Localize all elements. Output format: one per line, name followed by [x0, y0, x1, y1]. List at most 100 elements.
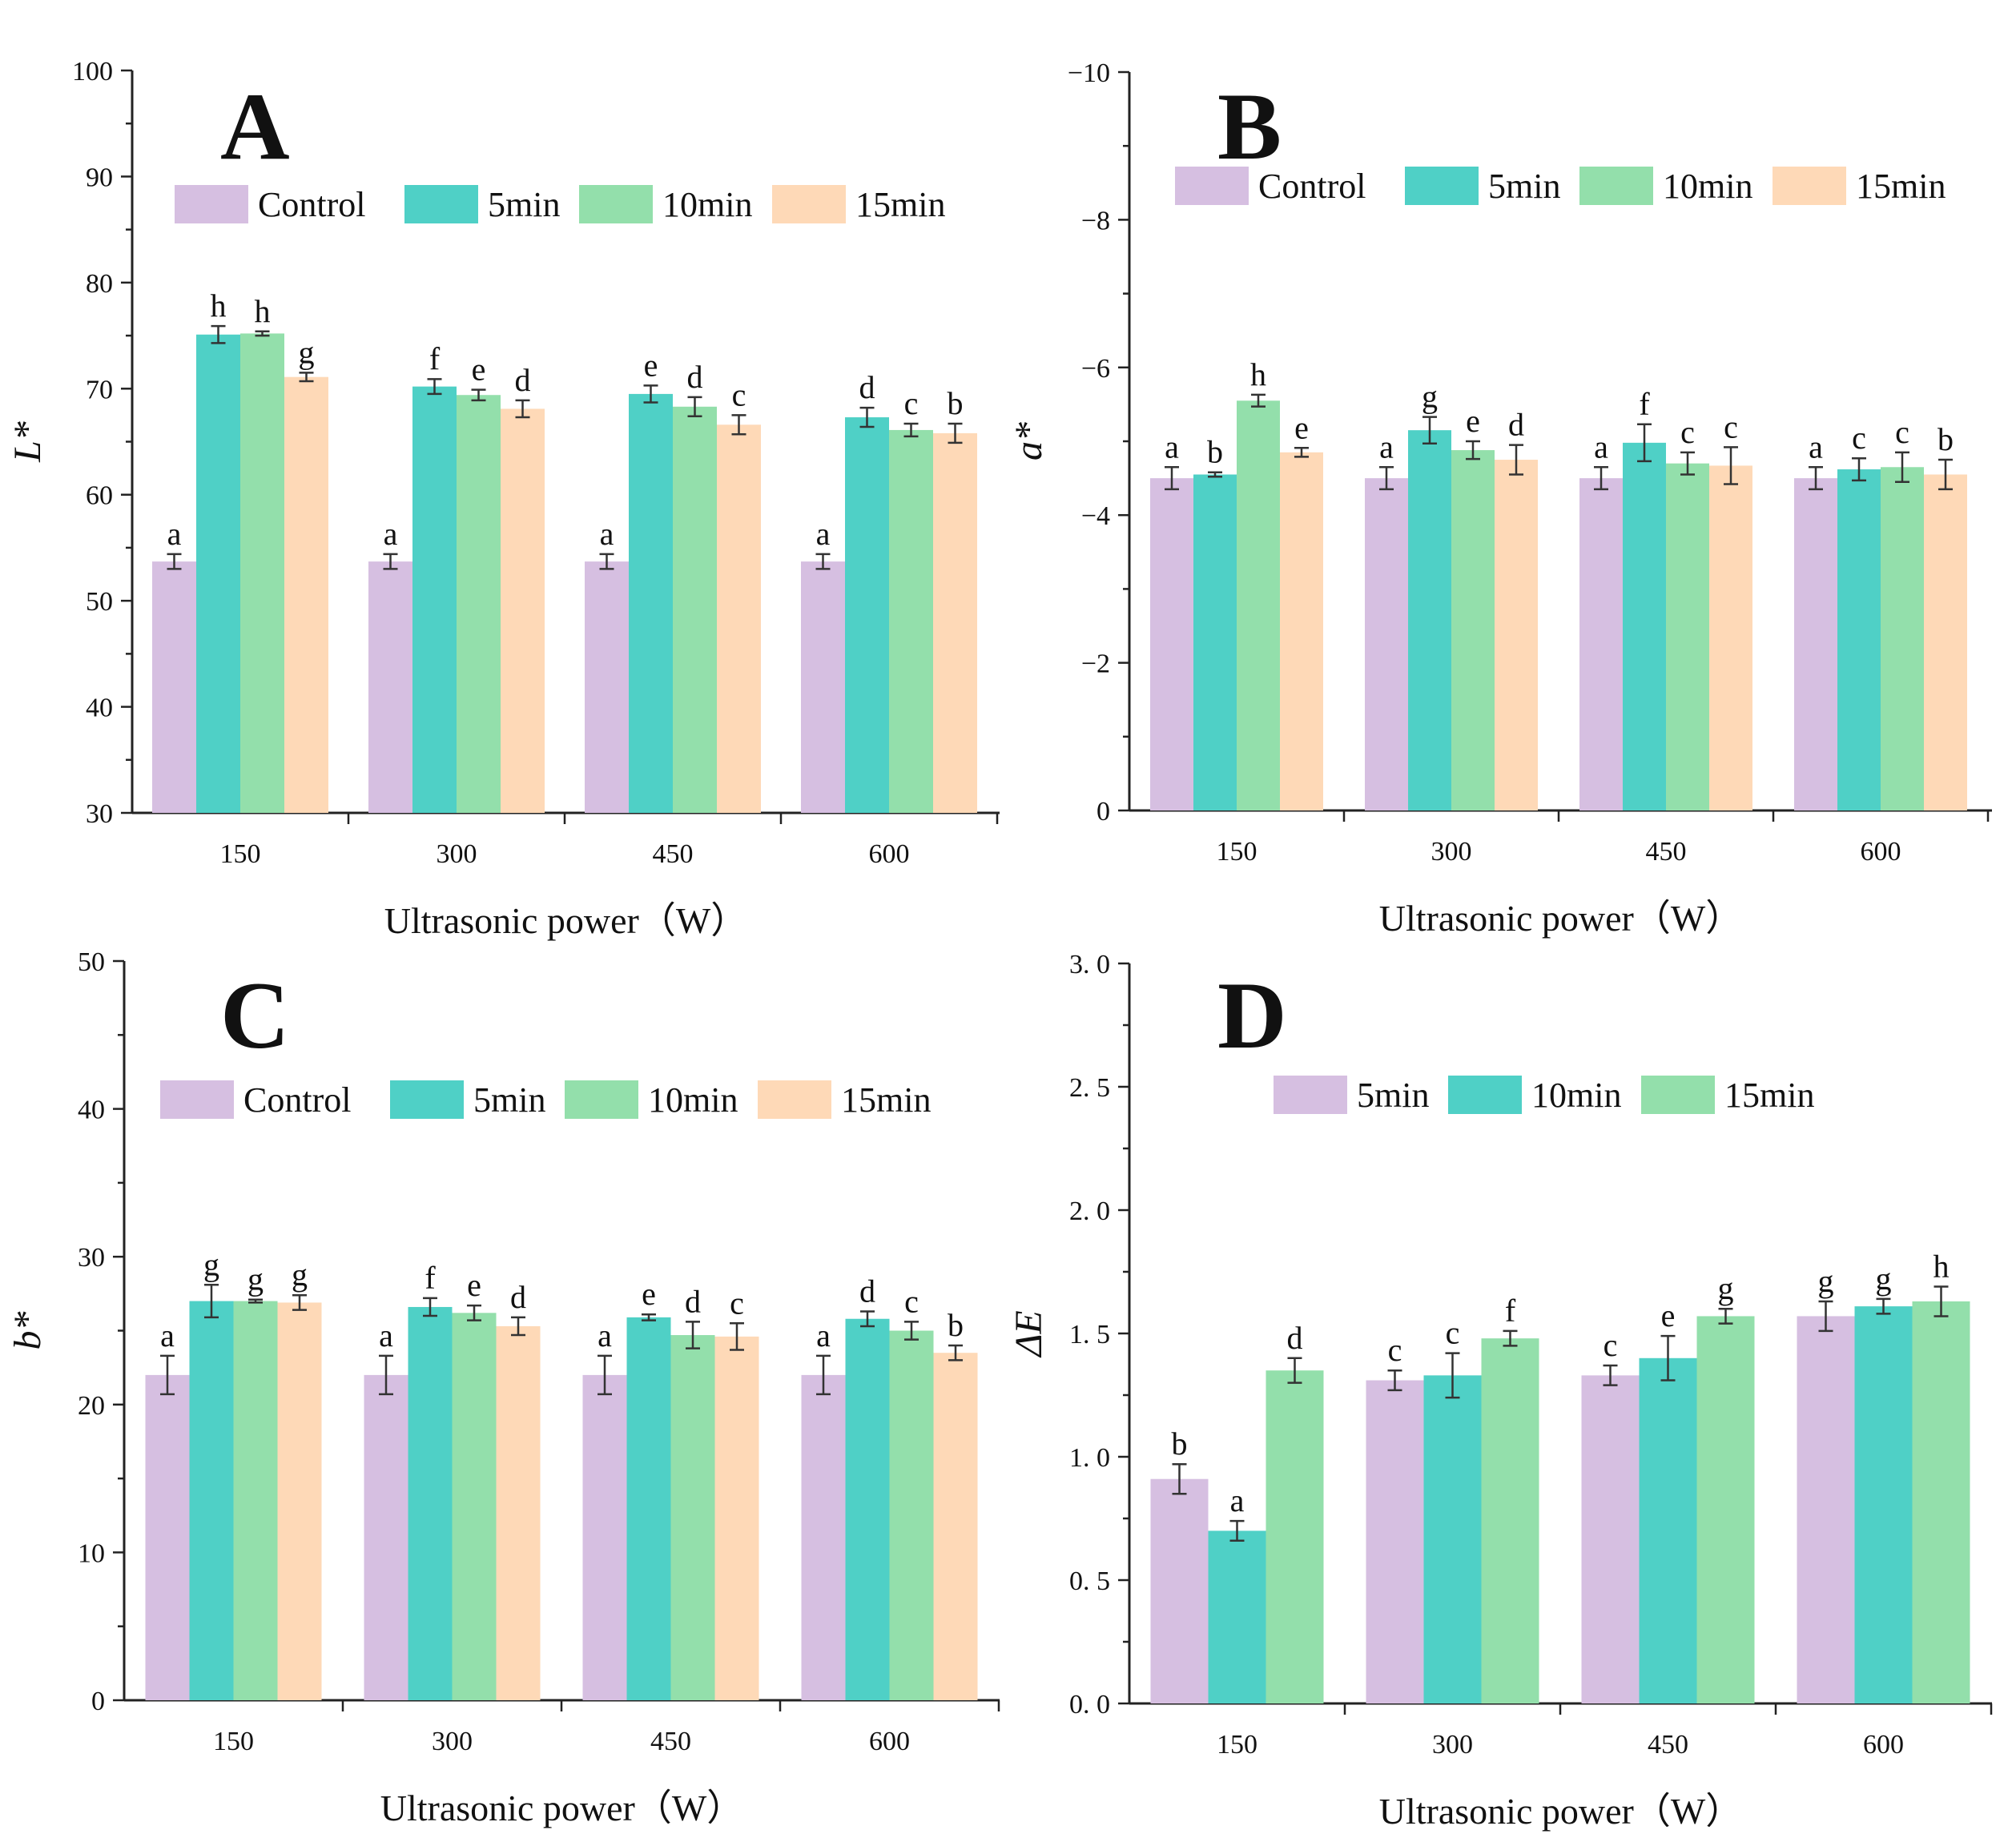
bar-5min-450 — [1581, 1375, 1640, 1703]
significance-letter: g — [1422, 379, 1438, 415]
panel-letter: B — [1217, 73, 1282, 179]
significance-letter: h — [1934, 1248, 1950, 1284]
significance-letter: a — [816, 1317, 831, 1353]
significance-letter: d — [1508, 407, 1524, 443]
significance-letter: f — [1639, 386, 1650, 422]
bar-15min-600 — [1912, 1301, 1970, 1703]
significance-letter: a — [598, 1317, 612, 1353]
x-tick-label: 450 — [1646, 837, 1687, 867]
legend-swatch-10min — [1448, 1076, 1522, 1114]
significance-letter: b — [1172, 1426, 1188, 1462]
legend-label-15min: 15min — [1856, 167, 1946, 206]
significance-letter: b — [1938, 421, 1954, 457]
bar-10min-150 — [1237, 400, 1280, 810]
bar-15min-600 — [1924, 474, 1967, 810]
significance-letter: c — [904, 1283, 919, 1319]
x-axis-title: Ultrasonic power（W） — [380, 1788, 744, 1828]
legend-label-15min: 15min — [841, 1080, 931, 1120]
bar-15min-600 — [933, 432, 977, 813]
legend-label-control: Control — [243, 1080, 351, 1120]
bar-5min-150 — [1150, 1478, 1209, 1703]
legend-label-control: Control — [258, 185, 365, 224]
panel-letter: A — [220, 73, 290, 179]
bar-10min-600 — [889, 1330, 934, 1700]
legend-swatch-10min — [579, 185, 653, 223]
bar-control-150 — [1150, 478, 1193, 810]
y-tick-label: 1. 0 — [1069, 1443, 1110, 1473]
bar-5min-150 — [1193, 474, 1237, 810]
legend-swatch-5min — [1274, 1076, 1347, 1114]
legend-swatch-15min — [1641, 1076, 1715, 1114]
y-tick-label: 70 — [86, 375, 113, 404]
y-tick-label: −6 — [1081, 354, 1110, 384]
significance-letter: g — [247, 1261, 264, 1297]
panel-letter: D — [1217, 962, 1287, 1068]
bar-control-300 — [364, 1374, 408, 1700]
significance-letter: g — [1818, 1263, 1834, 1299]
significance-letter: h — [255, 293, 271, 329]
legend-label-15min: 15min — [855, 185, 945, 224]
significance-letter: d — [685, 1283, 701, 1319]
bar-5min-450 — [626, 1317, 671, 1700]
bar-control-600 — [1794, 478, 1837, 810]
bar-5min-600 — [1837, 469, 1881, 810]
significance-letter: a — [160, 1317, 175, 1353]
bar-control-300 — [1365, 478, 1408, 810]
y-tick-label: 90 — [86, 163, 113, 192]
bar-10min-150 — [1208, 1530, 1266, 1703]
significance-letter: d — [859, 369, 875, 405]
x-tick-label: 300 — [432, 1727, 473, 1756]
x-tick-label: 450 — [653, 839, 694, 869]
bar-15min-450 — [1709, 465, 1752, 810]
significance-letter: e — [467, 1267, 481, 1303]
bar-10min-150 — [233, 1301, 278, 1700]
legend-label-5min: 5min — [1357, 1076, 1429, 1115]
significance-letter: b — [1207, 434, 1223, 470]
x-tick-label: 300 — [1432, 1730, 1473, 1760]
y-tick-label: 60 — [86, 481, 113, 511]
significance-letter: a — [1809, 428, 1823, 465]
legend-swatch-5min — [1405, 167, 1479, 205]
legend-label-10min: 10min — [648, 1080, 738, 1120]
y-tick-label: −2 — [1081, 650, 1110, 679]
significance-letter: a — [816, 516, 831, 552]
y-tick-label: 2. 5 — [1069, 1073, 1110, 1103]
bar-5min-600 — [845, 417, 889, 813]
y-axis-title: ΔE — [1008, 1310, 1050, 1358]
significance-letter: d — [510, 1279, 526, 1315]
y-axis-title: L* — [6, 421, 49, 463]
legend-swatch-5min — [404, 185, 478, 223]
legend-swatch-15min — [758, 1080, 831, 1119]
bar-15min-300 — [1495, 460, 1538, 810]
legend-label-5min: 5min — [473, 1080, 545, 1120]
significance-letter: a — [1594, 428, 1608, 465]
bar-15min-450 — [1696, 1316, 1755, 1703]
significance-letter: g — [1718, 1270, 1734, 1306]
x-tick-label: 600 — [1863, 1730, 1904, 1760]
x-tick-label: 300 — [1431, 837, 1472, 867]
y-tick-label: −8 — [1081, 206, 1110, 235]
significance-letter: e — [1661, 1297, 1676, 1333]
x-tick-label: 150 — [213, 1727, 254, 1756]
significance-letter: a — [1379, 428, 1394, 465]
significance-letter: c — [1680, 414, 1695, 450]
bar-15min-300 — [1481, 1338, 1539, 1703]
y-tick-label: 0. 0 — [1069, 1690, 1110, 1719]
bar-15min-450 — [717, 424, 761, 813]
bar-15min-300 — [501, 408, 545, 813]
x-axis-title: Ultrasonic power（W） — [384, 900, 748, 941]
significance-letter: g — [1876, 1261, 1892, 1297]
bar-15min-150 — [277, 1302, 322, 1700]
bar-control-150 — [152, 561, 196, 813]
y-tick-label: −4 — [1081, 501, 1110, 531]
y-tick-label: 2. 0 — [1069, 1197, 1110, 1226]
legend-label-10min: 10min — [1531, 1076, 1621, 1115]
bar-5min-600 — [1797, 1316, 1855, 1703]
bar-5min-450 — [629, 393, 673, 814]
legend-swatch-10min — [565, 1080, 638, 1119]
bar-5min-150 — [189, 1301, 234, 1700]
significance-letter: e — [1466, 403, 1480, 439]
x-tick-label: 600 — [1861, 837, 1901, 867]
significance-letter: h — [211, 288, 227, 324]
